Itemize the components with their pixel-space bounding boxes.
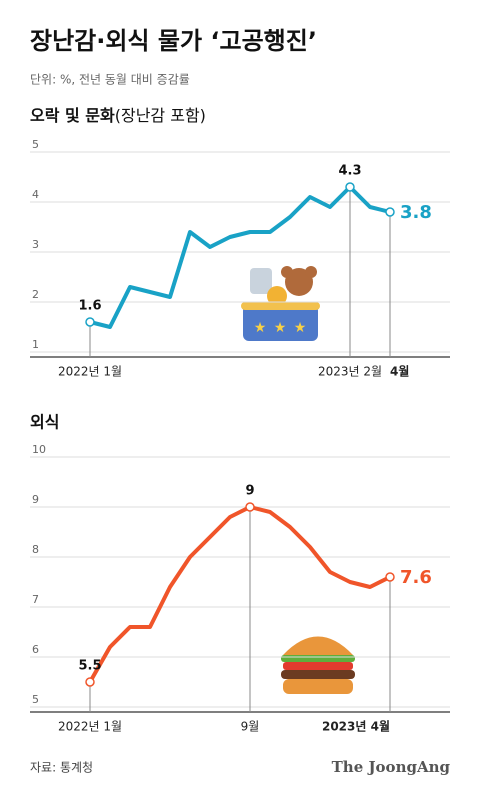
svg-text:★: ★ bbox=[254, 320, 267, 336]
x-tick-label: 2023년 2월 bbox=[318, 365, 382, 379]
y-tick-label: 5 bbox=[32, 138, 39, 151]
point-marker bbox=[85, 677, 95, 687]
value-label: 1.6 bbox=[78, 299, 101, 314]
point-marker bbox=[85, 317, 95, 327]
x-tick-label: 2022년 1월 bbox=[58, 365, 122, 379]
y-tick-label: 8 bbox=[32, 543, 39, 556]
point-marker bbox=[345, 182, 355, 192]
value-label: 4.3 bbox=[338, 164, 361, 179]
line-series bbox=[88, 505, 391, 683]
chart-title: 외식 bbox=[30, 413, 59, 432]
y-tick-label: 3 bbox=[32, 238, 39, 251]
value-label: 3.8 bbox=[400, 202, 432, 223]
value-label: 5.5 bbox=[78, 659, 101, 674]
point-marker bbox=[245, 502, 255, 512]
brand: The JoongAng bbox=[332, 758, 451, 776]
chart-title: 오락 및 문화(장난감 포함) bbox=[30, 106, 206, 125]
x-tick-label: 4월 bbox=[390, 364, 409, 379]
burger-icon bbox=[281, 636, 355, 694]
y-tick-label: 1 bbox=[32, 338, 39, 351]
page-subtitle: 단위: %, 전년 동월 대비 증감률 bbox=[30, 73, 190, 87]
y-tick-label: 9 bbox=[32, 493, 39, 506]
y-tick-label: 5 bbox=[32, 693, 39, 706]
svg-text:★: ★ bbox=[274, 320, 287, 336]
source: 자료: 통계청 bbox=[30, 761, 93, 775]
chart-title-note: (장난감 포함) bbox=[115, 106, 206, 125]
y-tick-label: 2 bbox=[32, 288, 39, 301]
page-title: 장난감·외식 물가 ‘고공행진’ bbox=[30, 27, 317, 55]
chart-title-main: 오락 및 문화 bbox=[30, 106, 115, 125]
value-label: 7.6 bbox=[400, 567, 432, 588]
point-marker bbox=[385, 207, 395, 217]
x-tick-label: 2022년 1월 bbox=[58, 720, 122, 734]
y-tick-label: 4 bbox=[32, 188, 39, 201]
y-tick-label: 7 bbox=[32, 593, 39, 606]
value-label: 9 bbox=[245, 484, 254, 499]
y-tick-label: 6 bbox=[32, 643, 39, 656]
x-tick-label: 2023년 4월 bbox=[322, 719, 390, 734]
point-marker bbox=[385, 572, 395, 582]
y-tick-label: 10 bbox=[32, 443, 46, 456]
line-series bbox=[89, 185, 391, 329]
x-tick-label: 9월 bbox=[241, 720, 260, 734]
toy-icon: ★ ★ ★ bbox=[241, 266, 320, 341]
svg-text:★: ★ bbox=[294, 320, 307, 336]
